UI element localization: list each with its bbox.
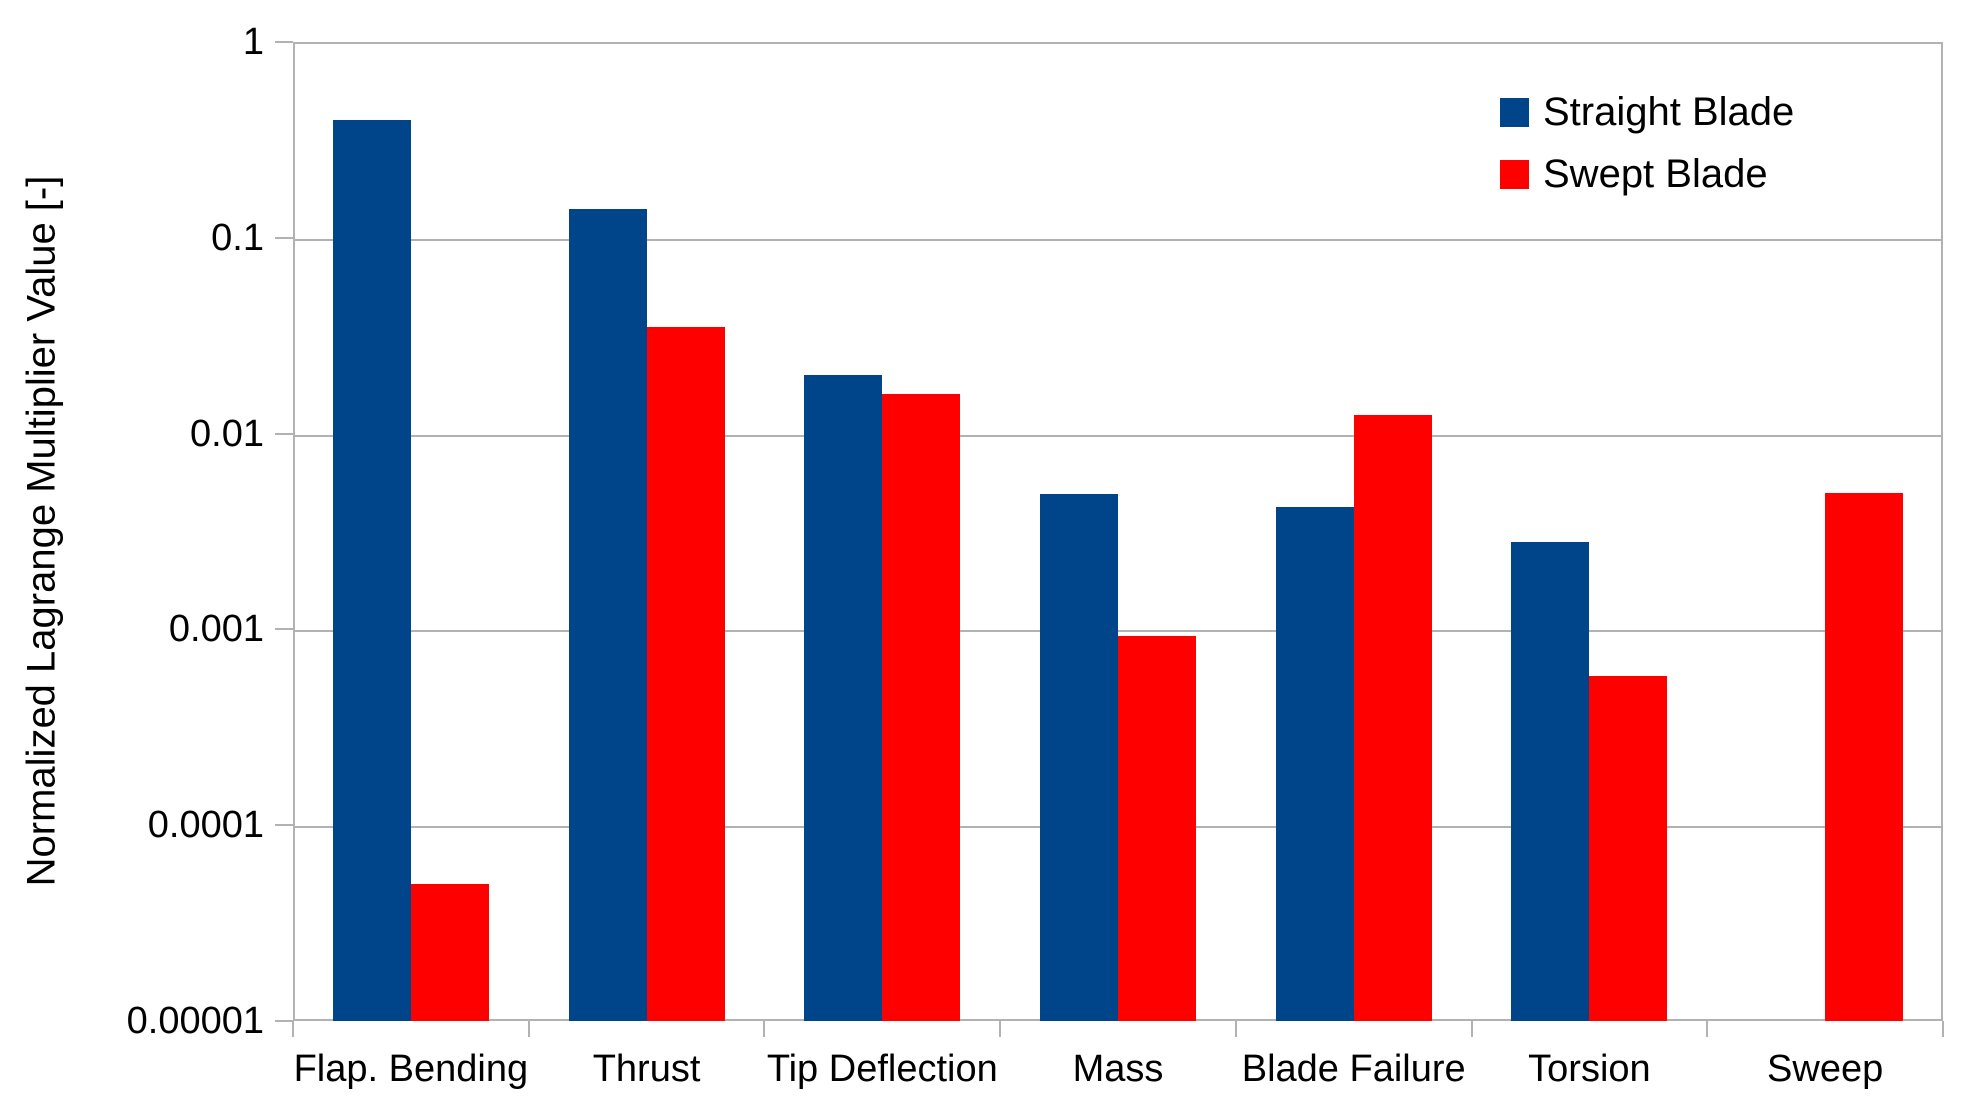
x-tick-label-sweep: Sweep	[1767, 1048, 1884, 1090]
x-tick-mark-1	[527, 1021, 530, 1037]
bar-straight-blade-mass	[1040, 494, 1118, 1021]
x-tick-label-thrust: Thrust	[592, 1048, 701, 1090]
y-tick-label-1: 1	[242, 21, 264, 63]
x-tick-mark-5	[1470, 1021, 1473, 1037]
bar-swept-blade-mass	[1118, 636, 1196, 1021]
bar-swept-blade-torsion	[1589, 675, 1668, 1021]
legend-item-swept-blade: Swept Blade	[1500, 152, 1794, 196]
gridline-0.001	[295, 630, 1941, 633]
y-tick-mark-0.0001	[275, 824, 293, 827]
x-tick-label-mass: Mass	[1072, 1048, 1164, 1090]
x-tick-label-flap-bending: Flap. Bending	[293, 1048, 529, 1090]
bar-straight-blade-tip-deflection	[804, 374, 883, 1021]
y-tick-label-0.001: 0.001	[168, 608, 264, 651]
y-tick-label-0.0001: 0.0001	[147, 804, 264, 847]
plot-area	[293, 42, 1943, 1021]
y-tick-label-0.01: 0.01	[190, 412, 264, 455]
bar-straight-blade-torsion	[1511, 541, 1590, 1021]
legend-swatch-straight-blade-icon	[1500, 97, 1529, 127]
x-tick-mark-7	[1942, 1021, 1944, 1037]
y-tick-label-0.1: 0.1	[211, 216, 264, 259]
gridline-0.01	[295, 434, 1941, 437]
x-tick-mark-2	[763, 1021, 766, 1037]
x-tick-mark-0	[292, 1021, 294, 1037]
legend-swatch-swept-blade-icon	[1500, 159, 1529, 189]
bar-swept-blade-flap-bending	[410, 884, 489, 1021]
x-tick-label-torsion: Torsion	[1528, 1048, 1651, 1090]
legend-label-swept-blade: Swept Blade	[1543, 152, 1768, 196]
y-tick-label-0.00001: 0.00001	[126, 1000, 264, 1042]
bar-straight-blade-thrust	[568, 209, 647, 1021]
x-tick-mark-6	[1706, 1021, 1709, 1037]
y-tick-mark-0.00001	[275, 1020, 293, 1022]
x-tick-label-blade-failure: Blade Failure	[1241, 1048, 1466, 1090]
bar-swept-blade-sweep	[1825, 492, 1904, 1021]
x-tick-mark-4	[1234, 1021, 1237, 1037]
x-tick-mark-3	[999, 1021, 1002, 1037]
y-axis-title: Normalized Lagrange Multiplier Value [-]	[19, 175, 64, 887]
gridline-0.1	[295, 238, 1941, 241]
legend-label-straight-blade: Straight Blade	[1543, 90, 1795, 134]
bar-straight-blade-blade-failure	[1275, 507, 1354, 1021]
legend-item-straight-blade: Straight Blade	[1500, 90, 1794, 134]
bar-swept-blade-blade-failure	[1353, 414, 1432, 1021]
bar-swept-blade-tip-deflection	[882, 393, 961, 1021]
y-tick-mark-0.01	[275, 432, 293, 435]
y-tick-mark-1	[275, 41, 293, 43]
x-tick-label-tip-deflection: Tip Deflection	[766, 1048, 998, 1090]
bar-swept-blade-thrust	[646, 327, 725, 1021]
bar-straight-blade-flap-bending	[332, 119, 411, 1021]
legend: Straight Blade Swept Blade	[1500, 90, 1794, 214]
y-tick-mark-0.1	[275, 236, 293, 239]
y-tick-mark-0.001	[275, 628, 293, 631]
